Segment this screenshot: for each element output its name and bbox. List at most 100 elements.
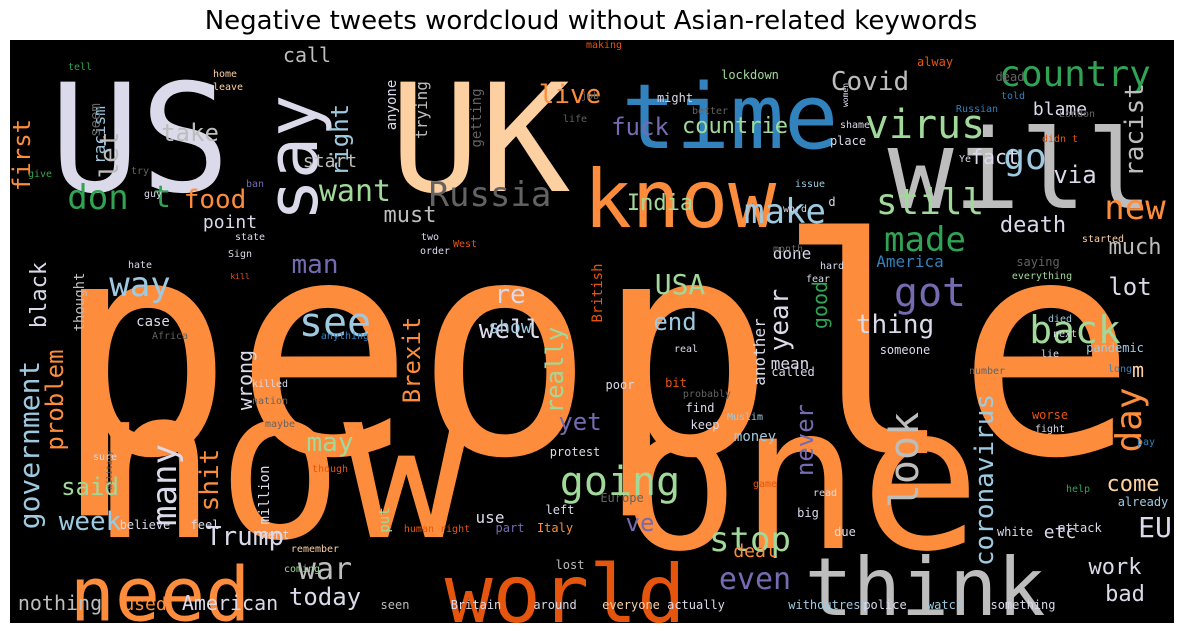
word-guy: guy (143, 189, 163, 200)
word-problem: problem (41, 349, 69, 451)
word-started: started (1081, 234, 1125, 245)
word-usa: USA (654, 268, 706, 301)
word-ban: ban (245, 179, 265, 190)
word-someone: someone (879, 343, 931, 357)
word-long: long (1107, 364, 1133, 375)
word-still: still (875, 182, 985, 223)
word-lockdown: lockdown (721, 68, 779, 82)
word-word: word (782, 204, 808, 215)
word-lot: lot (1108, 273, 1152, 301)
word-getting: getting (469, 88, 485, 148)
word-attack: attack (1058, 521, 1102, 535)
word-next: next (1052, 329, 1078, 340)
word-war: war (297, 552, 353, 587)
word-pandemic: pandemic (1086, 341, 1144, 355)
word-due: due (834, 525, 856, 539)
word-world: world (444, 548, 686, 624)
word-come: come (1106, 472, 1160, 497)
word-million: million (257, 465, 273, 525)
word-way: way (109, 265, 171, 305)
word-hate: hate (127, 260, 153, 271)
word-lost: lost (555, 558, 585, 572)
word-maybe: maybe (264, 419, 296, 430)
word-need: need (69, 550, 251, 623)
word-even: even (718, 562, 792, 597)
word-pay: pay (1136, 437, 1156, 448)
word-killed: killed (251, 379, 289, 390)
word-live: live (538, 80, 602, 110)
word-read: read (812, 488, 838, 499)
word-human-right: human right (403, 524, 471, 535)
word-west: West (452, 239, 478, 250)
word-never: never (791, 403, 819, 477)
word-work: work (1088, 555, 1142, 580)
word-take: take (161, 119, 219, 147)
word-muslim: Muslim (726, 412, 764, 423)
word-anything: anything (320, 331, 370, 342)
word-re: re (494, 280, 526, 310)
word-new: new (1104, 188, 1166, 228)
word-people: people (53, 175, 1137, 524)
word-thing: thing (855, 310, 935, 340)
word-bit: bit (665, 376, 687, 390)
word-country: country (999, 54, 1151, 95)
word-british: British (590, 263, 606, 323)
word-one: one (619, 363, 981, 596)
word-though: though (311, 464, 349, 475)
word-another: another (750, 318, 769, 386)
word-going: going (559, 459, 681, 505)
word-made: made (884, 220, 966, 260)
word-life: life (562, 114, 588, 125)
word-keep: keep (690, 418, 720, 432)
word-fact: fact (970, 145, 1020, 169)
word-know: know (583, 153, 777, 246)
word-really: really (541, 326, 569, 414)
word-deal: deal (733, 541, 777, 562)
word-better: better (691, 106, 729, 117)
word-coming: coming (283, 564, 321, 575)
word-anyone: anyone (384, 79, 400, 131)
word-went: went (260, 528, 290, 542)
word-black: black (27, 261, 52, 329)
word-home: home (212, 69, 238, 80)
word-good: good (808, 280, 832, 330)
word-poor: poor (605, 378, 635, 392)
word-told: told (1000, 91, 1026, 102)
word-make: make (744, 192, 826, 232)
word-part: part (495, 521, 525, 535)
word-look: look (882, 411, 928, 509)
word-thought: thought (72, 272, 88, 332)
word-try: try (130, 166, 150, 177)
word-seen: seen (380, 598, 410, 612)
word-state: state (234, 232, 266, 243)
word-eu: EU (1138, 511, 1172, 544)
word-seem: seem (88, 103, 104, 137)
word-back: back (1029, 308, 1121, 352)
word-police: police (863, 598, 907, 612)
word-probably: probably (682, 389, 732, 400)
word-india: India (626, 191, 694, 216)
word-left: left (545, 503, 575, 517)
word-think: think (804, 541, 1046, 624)
word-actually: actually (667, 598, 725, 612)
word-died: died (1047, 314, 1073, 325)
word-blame: blame (1032, 99, 1088, 120)
word-trump: Trump (205, 522, 285, 552)
word-job: job (580, 91, 600, 102)
word-american: American (181, 591, 279, 615)
word-end: end (653, 308, 697, 336)
word-point: point (202, 212, 258, 233)
word-alway: alway (916, 55, 954, 69)
word-mean: mean (770, 354, 810, 373)
word-protest: protest (549, 445, 601, 459)
word-two: two (420, 232, 440, 243)
word-man: man (291, 250, 339, 280)
chart-title: Negative tweets wordcloud without Asian-… (204, 6, 978, 36)
word-something: something (990, 598, 1056, 612)
word-much: much (1108, 235, 1162, 260)
word-sign: Sign (227, 249, 253, 260)
word-leave: leave (212, 82, 244, 93)
word-yet: yet (558, 408, 602, 436)
word-countrie: countrie (682, 114, 788, 139)
word-already: already (1117, 495, 1169, 509)
